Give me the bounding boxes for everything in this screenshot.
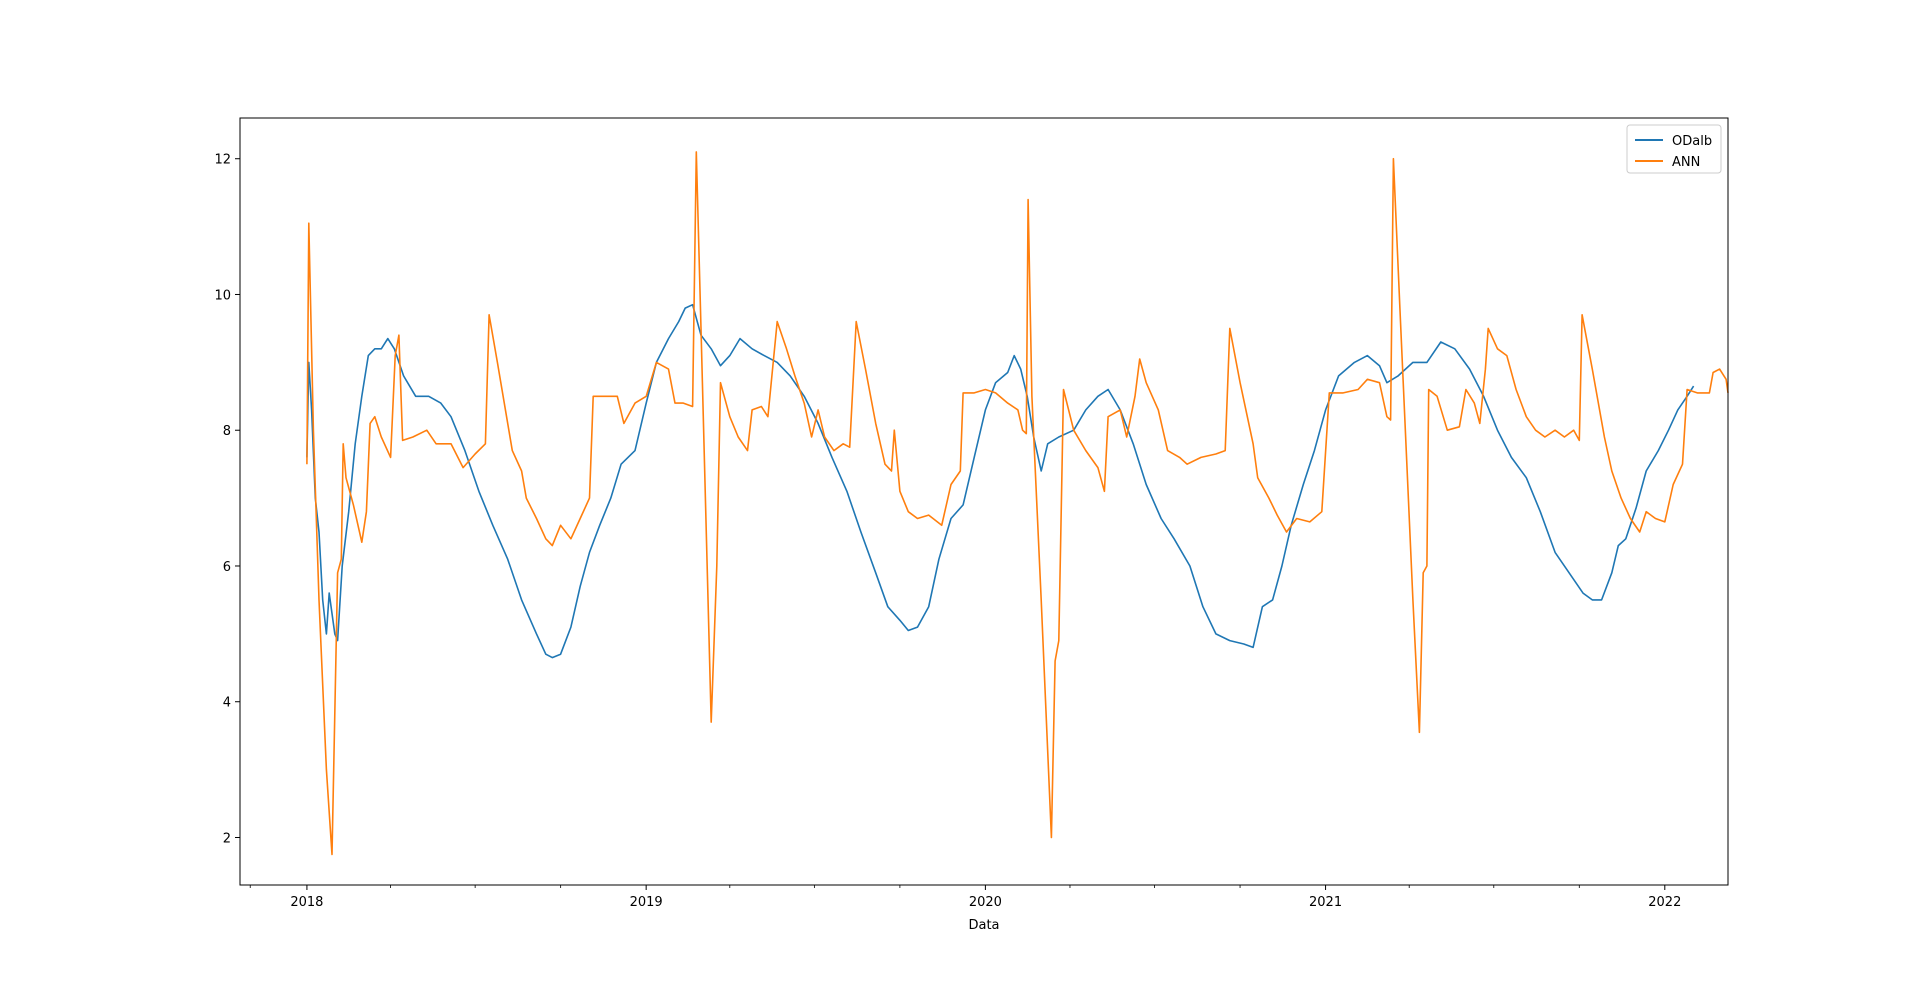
legend: ODalb ANN bbox=[1626, 124, 1722, 174]
x-tick-label: 2021 bbox=[1309, 895, 1342, 910]
x-tick-label: 2019 bbox=[630, 895, 663, 910]
x-axis: 2018 2019 2020 2021 2022 bbox=[249, 885, 1681, 910]
series-line-odalb bbox=[306, 303, 1695, 659]
legend-label-odalb: ODalb bbox=[1672, 134, 1712, 149]
x-tick-label: 2020 bbox=[969, 895, 1002, 910]
y-tick-label: 6 bbox=[223, 560, 231, 575]
y-tick-label: 12 bbox=[214, 153, 231, 168]
series-line-ann bbox=[306, 151, 1729, 856]
x-tick-label: 2018 bbox=[290, 895, 323, 910]
series-layer bbox=[306, 151, 1729, 856]
y-tick-label: 8 bbox=[223, 424, 231, 439]
axes-frame bbox=[239, 117, 1729, 886]
y-tick-label: 2 bbox=[223, 831, 231, 846]
x-tick-label: 2022 bbox=[1648, 895, 1681, 910]
legend-label-ann: ANN bbox=[1672, 155, 1700, 170]
y-axis: 2 4 6 8 10 12 bbox=[214, 153, 240, 846]
y-tick-label: 4 bbox=[223, 696, 231, 711]
x-axis-label: Data bbox=[968, 918, 999, 933]
y-tick-label: 10 bbox=[214, 288, 231, 303]
